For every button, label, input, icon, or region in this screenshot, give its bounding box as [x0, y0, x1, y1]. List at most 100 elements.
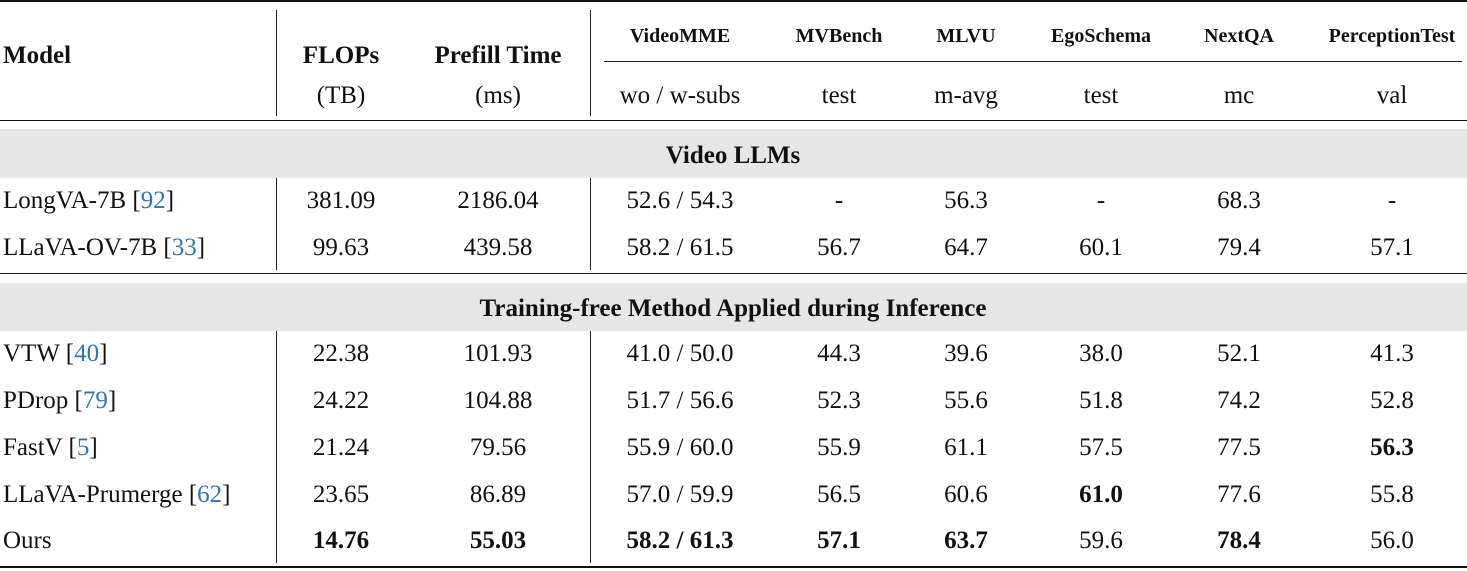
- cell-videomme: 58.2 / 61.3: [627, 528, 734, 553]
- header-bench-mvbench: MVBench: [795, 25, 883, 47]
- model-name: LLaVA-Prumerge: [3, 481, 183, 508]
- cell-videomme-wo: 58.2: [626, 234, 671, 261]
- header-metric-mlvu: m-avg: [934, 82, 998, 109]
- cell-perc: 55.8: [1370, 481, 1414, 508]
- cell-nextqa: 68.3: [1217, 187, 1261, 214]
- header-prefill-unit: (ms): [475, 82, 521, 109]
- cell-videomme-wo: 52.6: [626, 187, 671, 214]
- header-metric-videomme: wo / w-subs: [619, 82, 741, 109]
- citation-bracket-close: ]: [196, 234, 206, 261]
- cell-videomme-wo: 57.0: [626, 481, 671, 508]
- citation-bracket-open: [: [126, 187, 141, 214]
- cell-videomme: 51.7 / 56.6: [627, 388, 734, 413]
- top-rule: [0, 0, 1467, 2]
- cell-videomme-w: 61.3: [689, 527, 734, 554]
- cell-nextqa: 52.1: [1217, 340, 1261, 367]
- cell-videomme-separator: /: [670, 187, 690, 214]
- model-name: FastV: [3, 434, 63, 461]
- cell-mvbench: 44.3: [817, 340, 861, 367]
- cell-videomme-w: 61.5: [689, 234, 734, 261]
- header-rule: [0, 120, 1467, 121]
- cell-prefill: 101.93: [463, 340, 533, 367]
- header-bench-mlvu: MLVU: [936, 25, 996, 47]
- cell-videomme-wo: 55.9: [626, 434, 671, 461]
- citation-bracket-close: ]: [222, 481, 231, 508]
- citation-bracket-close: ]: [99, 340, 108, 367]
- cell-ego: 57.5: [1079, 434, 1123, 461]
- cell-flops: 99.63: [312, 234, 370, 261]
- cell-videomme-w: 56.6: [689, 387, 734, 414]
- cell-ego: 60.1: [1079, 234, 1123, 261]
- cell-videomme-separator: /: [670, 234, 690, 261]
- header-flops: FLOPs: [302, 42, 380, 69]
- section-band-training-free: [0, 283, 1467, 331]
- cell-ego: 38.0: [1079, 340, 1123, 367]
- cell-mlvu: 64.7: [944, 234, 988, 261]
- header-metric-egoschema: test: [1083, 82, 1119, 109]
- section-title: Video LLMs: [665, 142, 801, 169]
- cell-flops: 21.24: [312, 434, 370, 461]
- cell-videomme-w: 59.9: [689, 481, 734, 508]
- cell-mvbench: 52.3: [817, 387, 861, 414]
- cell-videomme-wo: 58.2: [626, 527, 671, 554]
- cell-nextqa: 77.6: [1217, 481, 1261, 508]
- section-band-video-llms: [0, 129, 1467, 178]
- cell-videomme-wo: 51.7: [626, 387, 671, 414]
- header-prefill: Prefill Time: [434, 42, 562, 69]
- header-flops-unit: (TB): [316, 82, 366, 109]
- model-name: LongVA-7B: [3, 187, 127, 214]
- model-name-cell: LLaVA-OV-7B [33]: [3, 235, 205, 260]
- cell-videomme: 58.2 / 61.5: [627, 235, 734, 260]
- cell-nextqa: 74.2: [1217, 387, 1261, 414]
- cell-videomme-w: 50.0: [689, 340, 734, 367]
- cell-mvbench: 55.9: [817, 434, 861, 461]
- vline-sec1-1: [276, 178, 277, 270]
- model-name: Ours: [3, 527, 52, 554]
- cell-mvbench: -: [834, 187, 844, 214]
- cell-prefill: 55.03: [469, 527, 527, 554]
- cell-nextqa: 78.4: [1217, 527, 1261, 554]
- cell-prefill: 79.56: [469, 434, 527, 461]
- bottom-rule: [0, 566, 1467, 568]
- cell-flops: 24.22: [312, 387, 370, 414]
- citation-bracket-close: ]: [89, 434, 98, 461]
- cell-videomme-separator: /: [670, 434, 690, 461]
- cell-ego: 51.8: [1079, 387, 1123, 414]
- cell-videomme-w: 54.3: [689, 187, 734, 214]
- cell-flops: 23.65: [312, 481, 370, 508]
- citation-link[interactable]: 62: [197, 481, 223, 508]
- model-name-cell: PDrop [79]: [3, 388, 116, 413]
- cell-ego: -: [1096, 187, 1106, 214]
- citation-link[interactable]: 92: [140, 187, 166, 214]
- section-rule: [0, 273, 1467, 274]
- cell-videomme: 57.0 / 59.9: [627, 482, 734, 507]
- cell-prefill: 104.88: [463, 387, 533, 414]
- benchmark-cmidrule: [604, 61, 1462, 62]
- citation-link[interactable]: 79: [82, 387, 108, 414]
- header-model: Model: [3, 42, 72, 69]
- header-bench-nextqa: NextQA: [1204, 25, 1274, 47]
- cell-prefill: 439.58: [463, 234, 533, 261]
- model-name-cell: LongVA-7B [92]: [3, 188, 174, 213]
- cell-perc: 56.0: [1370, 527, 1414, 554]
- cell-mlvu: 55.6: [944, 387, 988, 414]
- cell-mlvu: 61.1: [944, 434, 988, 461]
- header-metric-perceptiontest: val: [1376, 82, 1408, 109]
- model-name: VTW: [3, 340, 60, 367]
- header-metric-mvbench: test: [821, 82, 857, 109]
- cell-nextqa: 79.4: [1217, 234, 1261, 261]
- citation-link[interactable]: 40: [74, 340, 100, 367]
- cell-perc: 56.3: [1370, 434, 1414, 461]
- vline-sec2-1: [276, 331, 277, 563]
- header-bench-videomme: VideoMME: [629, 25, 731, 47]
- cell-perc: -: [1387, 187, 1397, 214]
- cell-videomme: 41.0 / 50.0: [627, 341, 734, 366]
- cell-mvbench: 56.7: [817, 234, 861, 261]
- cell-videomme-separator: /: [670, 527, 690, 554]
- cell-mlvu: 60.6: [944, 481, 988, 508]
- citation-link[interactable]: 5: [76, 434, 90, 461]
- model-name: PDrop: [3, 387, 69, 414]
- citation-link[interactable]: 33: [171, 234, 197, 261]
- cell-videomme-w: 60.0: [689, 434, 734, 461]
- cell-prefill: 2186.04: [457, 187, 539, 214]
